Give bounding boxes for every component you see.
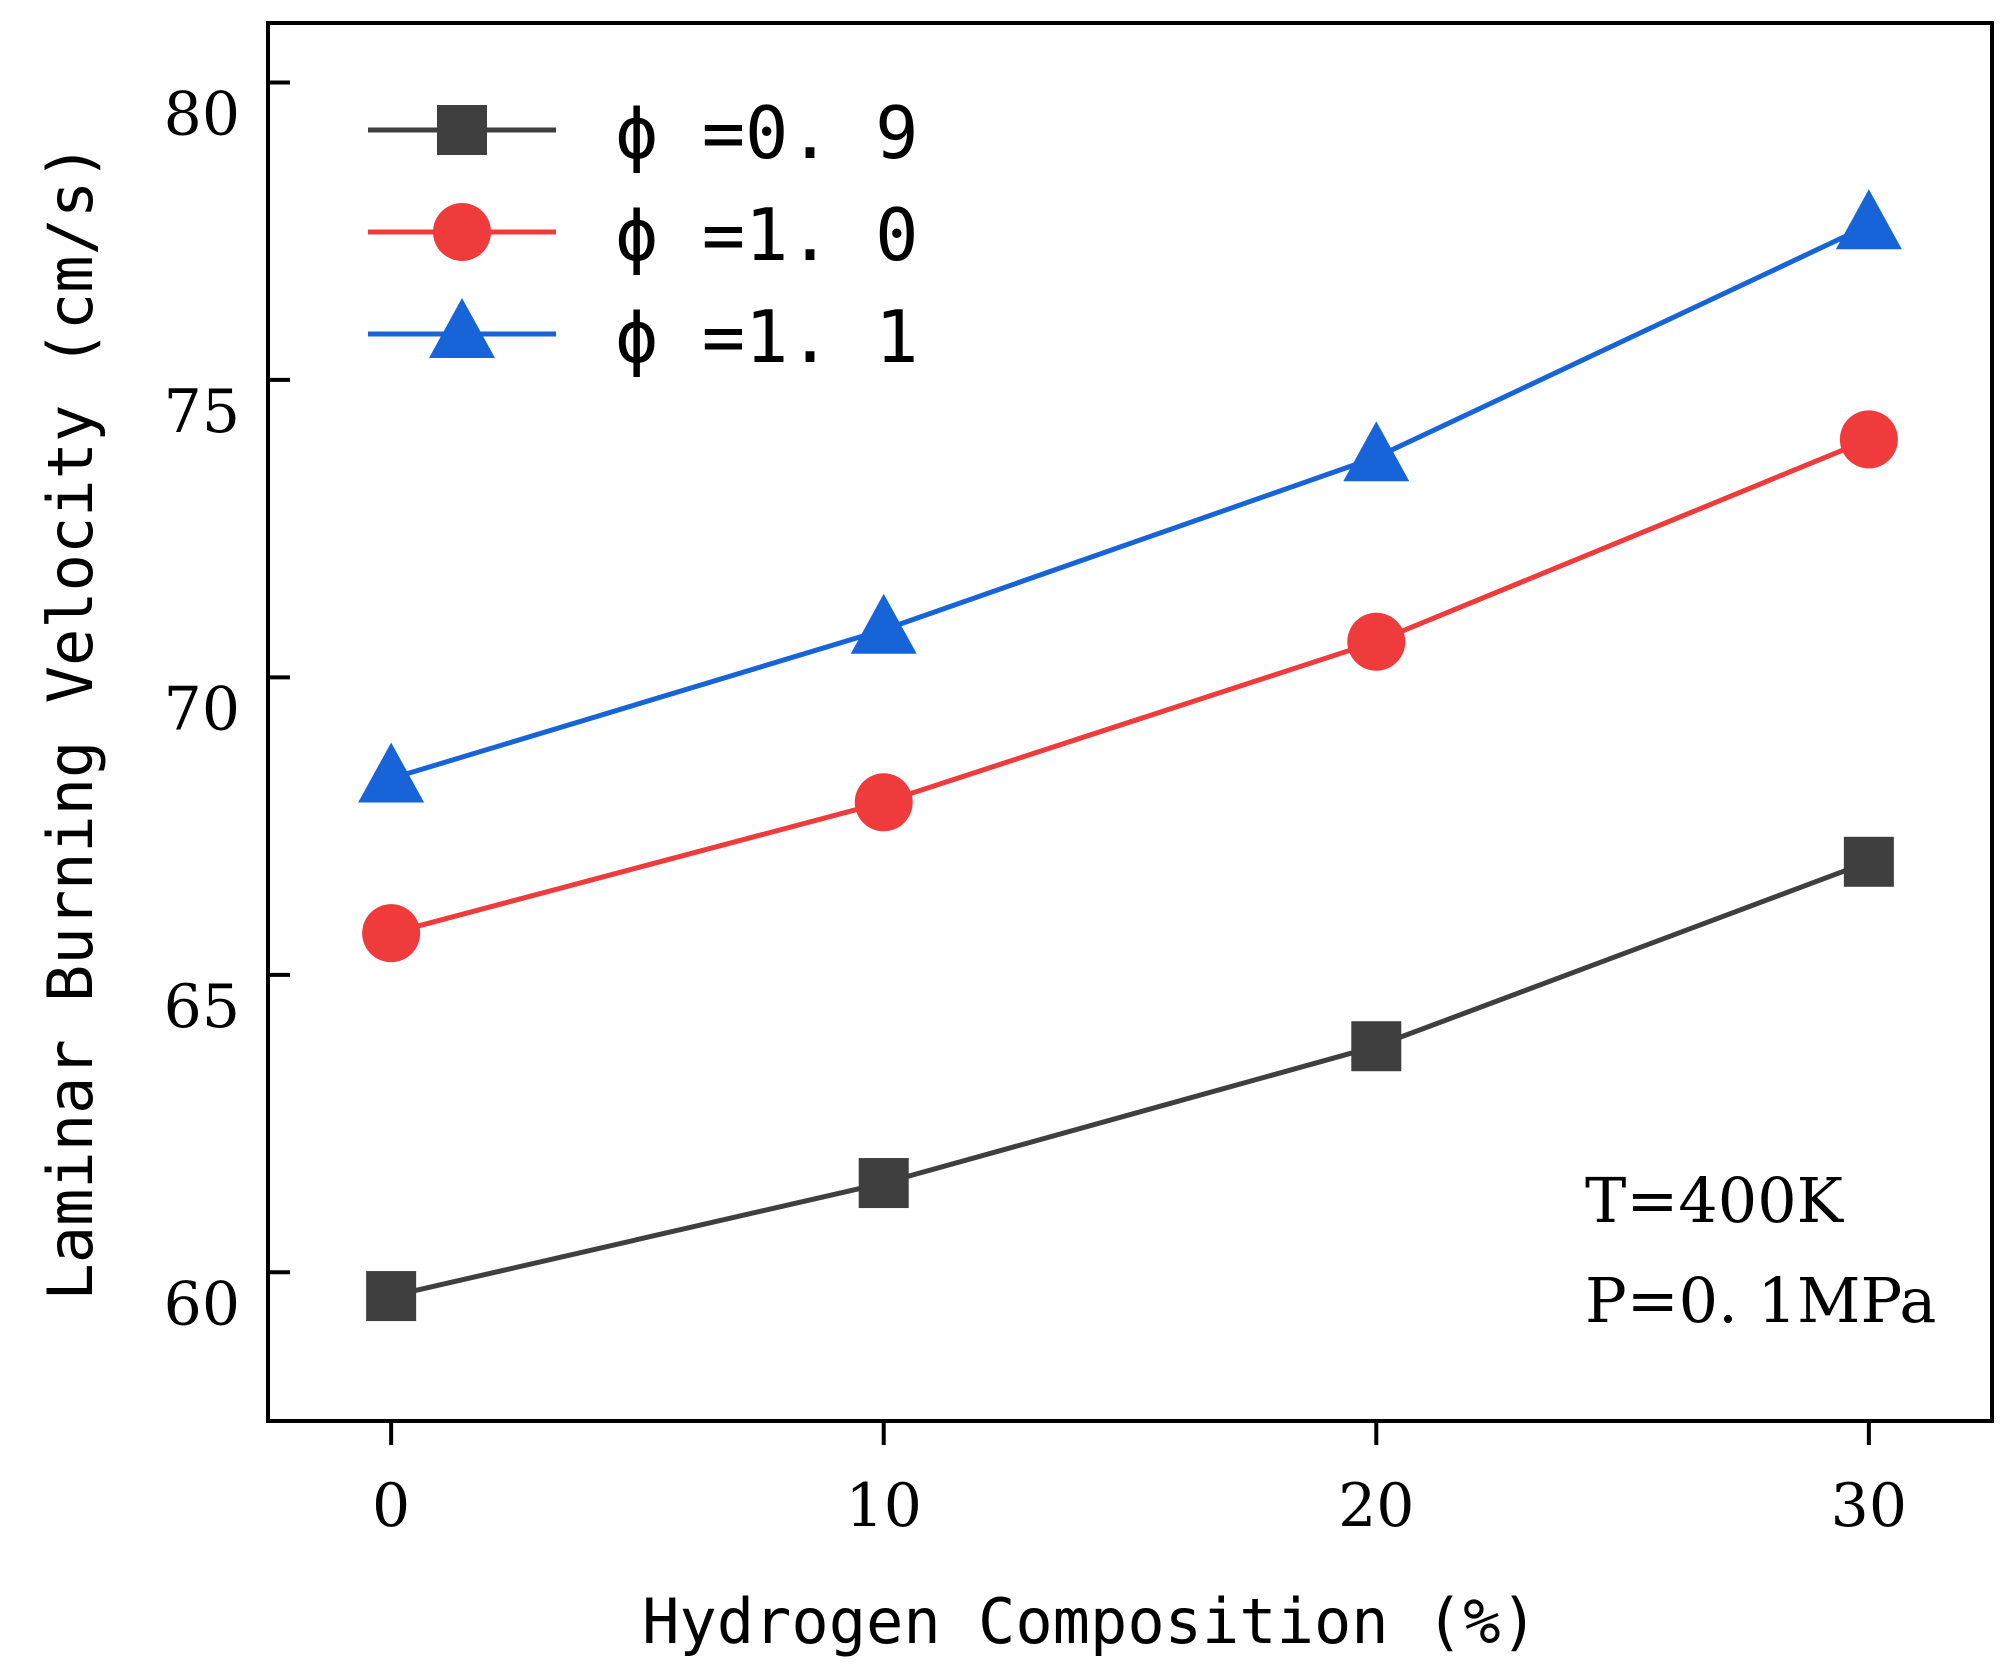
legend-item: ϕ =0. 9 xyxy=(368,91,918,175)
data-point xyxy=(358,742,425,803)
series-line xyxy=(390,437,1870,936)
y-tick-label: 70 xyxy=(164,674,240,744)
data-point xyxy=(854,773,913,832)
x-axis-title: Hydrogen Composition (%) xyxy=(642,1585,1538,1658)
data-point xyxy=(362,904,421,963)
data-point xyxy=(1351,1021,1402,1072)
x-tick-label: 30 xyxy=(1831,1471,1907,1541)
legend-label: ϕ =1. 1 xyxy=(615,295,918,379)
x-tick-label: 0 xyxy=(372,1471,410,1541)
x-tick-label: 20 xyxy=(1338,1471,1414,1541)
series-circle xyxy=(362,410,1898,963)
legend-item: ϕ =1. 1 xyxy=(368,295,918,379)
legend-item: ϕ =1. 0 xyxy=(368,193,918,277)
series-line xyxy=(390,223,1870,781)
y-tick-label: 65 xyxy=(164,972,240,1042)
x-axis-ticks: 0 10 20 30 xyxy=(372,1421,1907,1541)
data-point xyxy=(1843,836,1894,887)
data-point xyxy=(1343,421,1410,482)
temperature-annotation: T=400K xyxy=(1585,1164,1845,1237)
legend-marker xyxy=(433,203,491,261)
series-layer xyxy=(358,189,1902,1322)
data-point xyxy=(1347,612,1406,671)
y-tick-label: 80 xyxy=(164,79,240,149)
data-point xyxy=(850,593,917,654)
data-point xyxy=(1839,410,1898,469)
x-tick-label: 10 xyxy=(846,1471,922,1541)
y-tick-label: 75 xyxy=(164,377,240,447)
y-tick-label: 60 xyxy=(164,1269,240,1339)
pressure-annotation: P=0. 1MPa xyxy=(1585,1264,1936,1337)
y-axis-title: Laminar Burning Velocity (cm/s) xyxy=(34,143,107,1300)
data-point xyxy=(858,1158,909,1209)
series-triangle xyxy=(358,189,1902,803)
data-point xyxy=(1835,189,1902,250)
y-axis-ticks: 60 65 70 75 80 xyxy=(164,79,290,1339)
legend: ϕ =0. 9 ϕ =1. 0 ϕ =1. 1 xyxy=(368,91,918,379)
data-point xyxy=(366,1271,417,1322)
series-square xyxy=(366,836,1894,1322)
legend-label: ϕ =1. 0 xyxy=(615,193,918,277)
series-line xyxy=(390,859,1870,1299)
legend-label: ϕ =0. 9 xyxy=(615,91,918,175)
legend-marker xyxy=(429,298,495,358)
legend-marker xyxy=(437,105,487,155)
plot-frame xyxy=(266,21,1994,1423)
